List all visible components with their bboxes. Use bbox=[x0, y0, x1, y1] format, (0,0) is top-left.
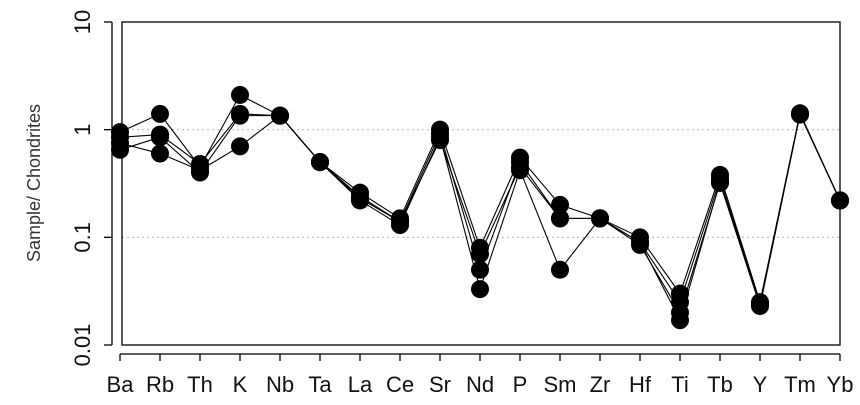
data-point bbox=[191, 163, 209, 182]
x-tick-label: Sr bbox=[429, 372, 451, 397]
plot-frame bbox=[121, 21, 841, 346]
data-point bbox=[471, 280, 489, 299]
data-point bbox=[231, 137, 249, 156]
y-tick-label: 1 bbox=[70, 124, 95, 136]
data-point bbox=[111, 140, 129, 159]
data-point bbox=[671, 311, 689, 330]
x-tick-label: Ti bbox=[671, 372, 689, 397]
series-layer bbox=[111, 85, 849, 330]
data-point bbox=[791, 104, 809, 123]
x-tick-label: Sm bbox=[544, 372, 577, 397]
data-point bbox=[311, 153, 329, 172]
data-point bbox=[511, 158, 529, 177]
y-axis: 0.01 0.1 1 10 bbox=[70, 10, 113, 367]
data-point bbox=[231, 85, 249, 104]
data-point bbox=[631, 233, 649, 252]
data-point bbox=[151, 128, 169, 147]
y-tick-label: 0.1 bbox=[70, 222, 95, 253]
data-point bbox=[751, 295, 769, 314]
data-point bbox=[711, 172, 729, 191]
x-tick-label: Nb bbox=[266, 372, 294, 397]
x-tick-label: La bbox=[348, 372, 373, 397]
x-tick-label: P bbox=[513, 372, 528, 397]
x-tick-label: Ta bbox=[308, 372, 332, 397]
data-point bbox=[831, 191, 849, 210]
data-point bbox=[551, 195, 569, 214]
data-point bbox=[391, 212, 409, 231]
x-tick-label: Th bbox=[187, 372, 213, 397]
data-point bbox=[551, 260, 569, 279]
x-tick-label: Hf bbox=[629, 372, 652, 397]
x-tick-label: Ce bbox=[386, 372, 414, 397]
data-point bbox=[231, 106, 249, 125]
x-tick-label: Tm bbox=[784, 372, 816, 397]
x-tick-label: K bbox=[233, 372, 248, 397]
x-tick-label: Zr bbox=[590, 372, 611, 397]
data-point bbox=[151, 144, 169, 163]
x-tick-label: Tb bbox=[707, 372, 733, 397]
data-point bbox=[551, 209, 569, 228]
data-point bbox=[271, 106, 289, 125]
data-point bbox=[351, 189, 369, 208]
y-tick-label: 10 bbox=[70, 10, 95, 34]
data-point bbox=[431, 131, 449, 150]
data-point bbox=[471, 245, 489, 264]
x-tick-label: Nd bbox=[466, 372, 494, 397]
data-point bbox=[471, 260, 489, 279]
x-axis: Ba Rb Th K Nb Ta La Ce Sr Nd P Sm Zr Hf Ti Tb Y Tm Yb bbox=[107, 353, 854, 397]
x-tick-label: Rb bbox=[146, 372, 174, 397]
x-tick-label: Yb bbox=[827, 372, 854, 397]
y-tick-label: 0.01 bbox=[70, 324, 95, 367]
y-axis-title: Sample/ Chondrites bbox=[24, 104, 44, 262]
data-point bbox=[151, 104, 169, 123]
data-point bbox=[591, 209, 609, 228]
x-tick-label: Ba bbox=[107, 372, 135, 397]
x-tick-label: Y bbox=[753, 372, 768, 397]
